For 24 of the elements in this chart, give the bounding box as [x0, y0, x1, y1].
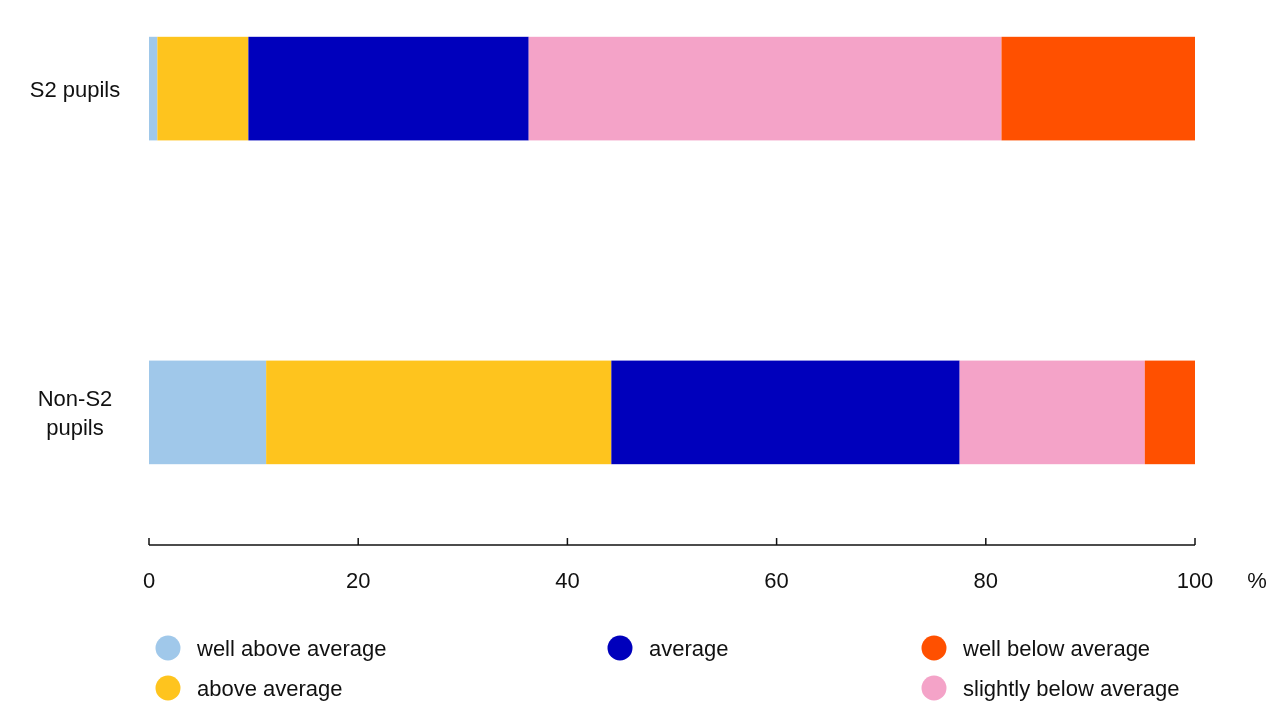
x-tick-label: 20 [345, 568, 371, 593]
x-tick-label: 100 [1176, 568, 1214, 593]
x-axis-title: % [1247, 568, 1267, 593]
legend-label: well below average [962, 636, 1151, 661]
bar [1144, 360, 1195, 465]
bar [611, 360, 960, 465]
bar [149, 360, 267, 465]
bar [959, 360, 1145, 465]
bar [1001, 36, 1195, 141]
x-tick-label: 80 [973, 568, 999, 593]
y-tick-label: Non-S2 pupils [37, 385, 113, 440]
x-tick-label: 0 [142, 568, 156, 593]
bar [157, 36, 249, 141]
legend-label: well above average [196, 636, 387, 661]
bar [528, 36, 1002, 141]
legend-label: above average [197, 676, 343, 701]
legend-label: average [649, 636, 729, 661]
bar [248, 36, 529, 141]
y-tick-label: S2 pupils [29, 76, 121, 102]
x-tick-label: 60 [764, 568, 789, 593]
legend-label: slightly below average [963, 676, 1180, 701]
x-tick-label: 40 [555, 568, 580, 593]
bar [149, 36, 158, 141]
bar [266, 360, 612, 465]
